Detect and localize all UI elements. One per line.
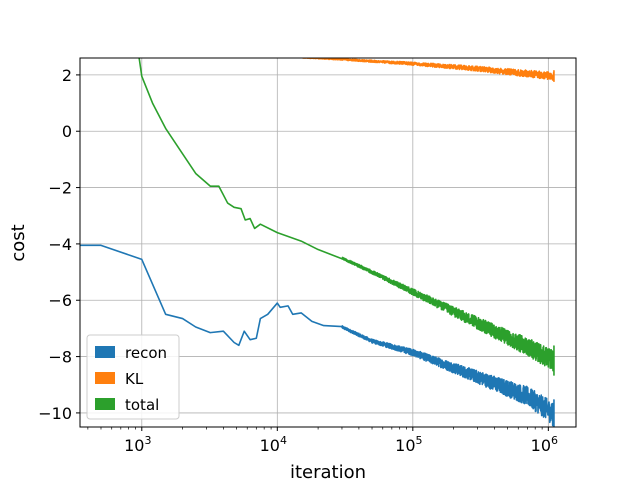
series-KL-line [301,58,555,82]
x-axis-label: iteration [290,462,366,480]
legend-label-recon: recon [125,344,167,362]
x-tick-label: 104 [260,434,287,455]
y-tick-label: −4 [48,235,72,254]
grid-lines [80,58,576,427]
legend-label-total: total [125,396,159,414]
x-tick-label: 105 [395,434,422,455]
series-recon-line [80,244,555,427]
y-tick-label: −8 [48,348,72,367]
y-tick-label: 2 [62,66,72,85]
x-tick-label: 106 [531,434,558,455]
series-total-line [138,58,555,376]
legend-swatch-total [95,398,115,410]
legend-swatch-KL [95,372,115,384]
legend-swatch-recon [95,346,115,358]
y-tick-label: −6 [48,291,72,310]
legend-label-KL: KL [125,370,144,388]
series-layer [80,58,555,427]
y-tick-label: −10 [38,404,72,423]
y-tick-label: −2 [48,179,72,198]
x-tick-label: 103 [124,434,151,455]
axis-ticks: 103 104 105 106 2 0 −2 −4 −6 −8 −10 [38,66,558,455]
plot-frame [79,57,577,428]
legend: recon KL total [86,334,180,420]
y-axis-label: cost [8,224,29,261]
y-tick-label: 0 [62,122,72,141]
